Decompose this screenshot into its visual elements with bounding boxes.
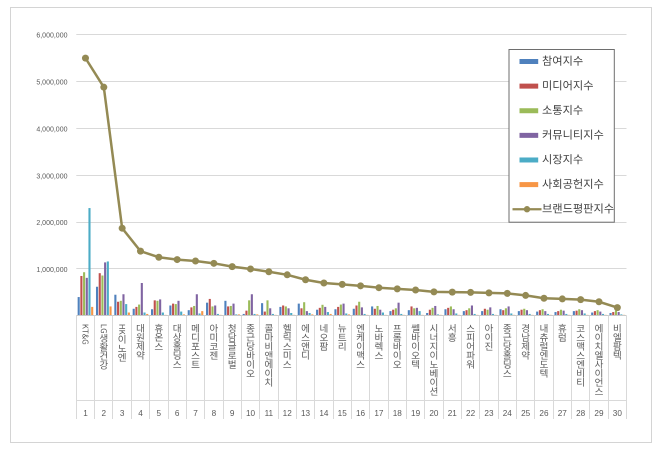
svg-text:3: 3	[120, 409, 125, 418]
svg-text:6,000,000: 6,000,000	[36, 33, 67, 40]
svg-text:30: 30	[613, 409, 623, 418]
svg-text:6: 6	[175, 409, 180, 418]
svg-text:16: 16	[356, 409, 366, 418]
svg-text:20: 20	[429, 409, 439, 418]
svg-text:13: 13	[301, 409, 311, 418]
svg-text:12: 12	[283, 409, 293, 418]
svg-text:1: 1	[83, 409, 88, 418]
svg-text:26: 26	[539, 409, 549, 418]
svg-text:2: 2	[102, 409, 107, 418]
svg-text:4: 4	[138, 409, 143, 418]
svg-text:28: 28	[576, 409, 586, 418]
svg-text:7: 7	[193, 409, 198, 418]
svg-text:22: 22	[466, 409, 476, 418]
svg-text:9: 9	[230, 409, 235, 418]
svg-text:4,000,000: 4,000,000	[36, 126, 67, 133]
svg-text:10: 10	[246, 409, 256, 418]
svg-text:21: 21	[448, 409, 458, 418]
svg-text:5,000,000: 5,000,000	[36, 80, 67, 87]
svg-text:17: 17	[374, 409, 384, 418]
svg-text:27: 27	[558, 409, 568, 418]
svg-text:1,000,000: 1,000,000	[36, 267, 67, 274]
svg-text:15: 15	[338, 409, 348, 418]
svg-text:11: 11	[265, 409, 274, 418]
svg-text:19: 19	[411, 409, 421, 418]
svg-text:2,000,000: 2,000,000	[36, 220, 67, 227]
svg-text:18: 18	[393, 409, 403, 418]
svg-text:5: 5	[157, 409, 162, 418]
svg-text:23: 23	[484, 409, 494, 418]
svg-text:8: 8	[212, 409, 217, 418]
svg-text:3,000,000: 3,000,000	[36, 173, 67, 180]
svg-text:24: 24	[503, 409, 513, 418]
svg-text:14: 14	[319, 409, 329, 418]
svg-text:29: 29	[594, 409, 604, 418]
svg-text:25: 25	[521, 409, 531, 418]
